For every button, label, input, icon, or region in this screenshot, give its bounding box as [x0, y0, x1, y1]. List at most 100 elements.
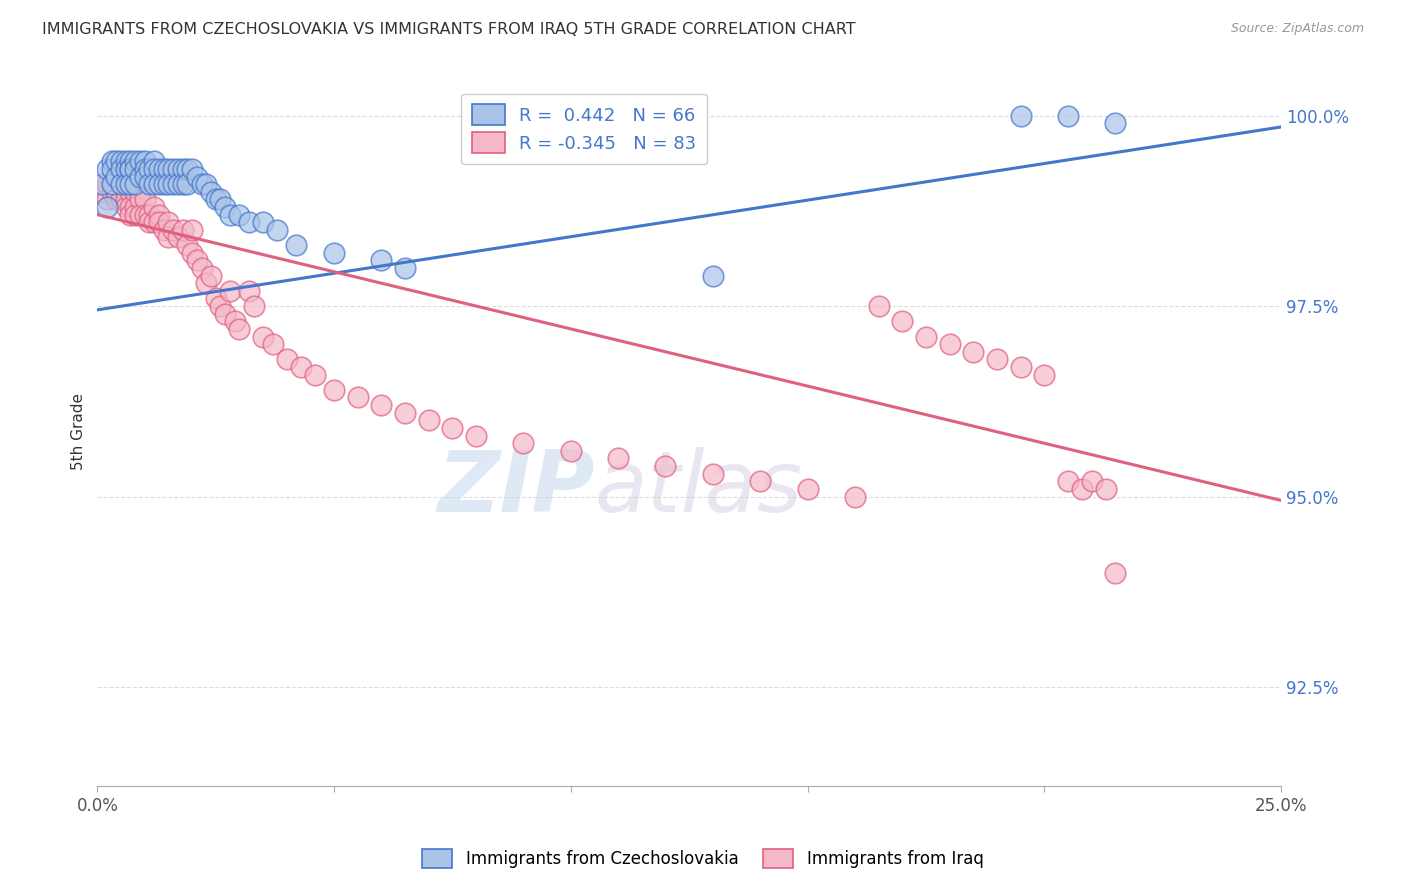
Point: [186, 253, 208, 268]
Point: [915, 329, 938, 343]
Point: [262, 337, 284, 351]
Point: [110, 177, 132, 191]
Point: [1010, 359, 1032, 374]
Point: [129, 208, 152, 222]
Point: [1094, 482, 1116, 496]
Point: [1033, 368, 1056, 382]
Point: [986, 352, 1008, 367]
Point: [204, 292, 226, 306]
Point: [654, 459, 676, 474]
Point: [138, 161, 160, 176]
Point: [186, 169, 208, 184]
Point: [962, 344, 984, 359]
Point: [148, 215, 170, 229]
Point: [124, 200, 146, 214]
Point: [190, 260, 212, 275]
Point: [285, 238, 308, 252]
Point: [252, 215, 274, 229]
Point: [96, 193, 118, 207]
Point: [96, 161, 118, 176]
Point: [181, 223, 204, 237]
Point: [129, 193, 152, 207]
Point: [200, 268, 222, 283]
Point: [560, 443, 582, 458]
Point: [91, 177, 114, 191]
Point: [134, 169, 156, 184]
Point: [105, 193, 128, 207]
Point: [209, 193, 232, 207]
Legend: Immigrants from Czechoslovakia, Immigrants from Iraq: Immigrants from Czechoslovakia, Immigran…: [416, 842, 990, 875]
Point: [100, 161, 122, 176]
Point: [204, 193, 226, 207]
Text: Source: ZipAtlas.com: Source: ZipAtlas.com: [1230, 22, 1364, 36]
Point: [148, 208, 170, 222]
Point: [938, 337, 960, 351]
Point: [214, 307, 236, 321]
Point: [100, 177, 122, 191]
Point: [105, 169, 128, 184]
Point: [1080, 475, 1102, 489]
Point: [148, 177, 170, 191]
Point: [134, 208, 156, 222]
Point: [796, 482, 818, 496]
Point: [702, 268, 724, 283]
Point: [219, 208, 242, 222]
Point: [176, 161, 198, 176]
Point: [323, 383, 346, 397]
Point: [129, 154, 152, 169]
Point: [143, 161, 166, 176]
Point: [124, 154, 146, 169]
Point: [91, 185, 114, 199]
Point: [110, 161, 132, 176]
Point: [120, 208, 142, 222]
Point: [252, 329, 274, 343]
Point: [200, 185, 222, 199]
Point: [124, 177, 146, 191]
Point: [181, 161, 204, 176]
Point: [176, 177, 198, 191]
Point: [190, 177, 212, 191]
Point: [120, 185, 142, 199]
Point: [110, 193, 132, 207]
Point: [370, 253, 392, 268]
Point: [114, 161, 136, 176]
Point: [138, 177, 160, 191]
Point: [1104, 566, 1126, 580]
Y-axis label: 5th Grade: 5th Grade: [72, 393, 86, 470]
Point: [1057, 475, 1080, 489]
Point: [242, 299, 264, 313]
Point: [172, 223, 194, 237]
Point: [323, 245, 346, 260]
Point: [120, 161, 142, 176]
Point: [276, 352, 298, 367]
Point: [120, 154, 142, 169]
Point: [152, 223, 174, 237]
Point: [749, 475, 772, 489]
Point: [228, 322, 250, 336]
Point: [370, 398, 392, 412]
Point: [100, 185, 122, 199]
Point: [143, 200, 166, 214]
Point: [702, 467, 724, 481]
Point: [134, 154, 156, 169]
Point: [120, 161, 142, 176]
Point: [138, 208, 160, 222]
Point: [120, 200, 142, 214]
Point: [105, 185, 128, 199]
Point: [418, 413, 440, 427]
Point: [134, 161, 156, 176]
Point: [124, 185, 146, 199]
Point: [100, 154, 122, 169]
Point: [441, 421, 464, 435]
Point: [1010, 109, 1032, 123]
Point: [891, 314, 914, 328]
Point: [394, 406, 416, 420]
Point: [114, 200, 136, 214]
Point: [172, 161, 194, 176]
Point: [143, 177, 166, 191]
Point: [162, 177, 184, 191]
Point: [143, 154, 166, 169]
Point: [124, 161, 146, 176]
Point: [224, 314, 246, 328]
Point: [238, 284, 260, 298]
